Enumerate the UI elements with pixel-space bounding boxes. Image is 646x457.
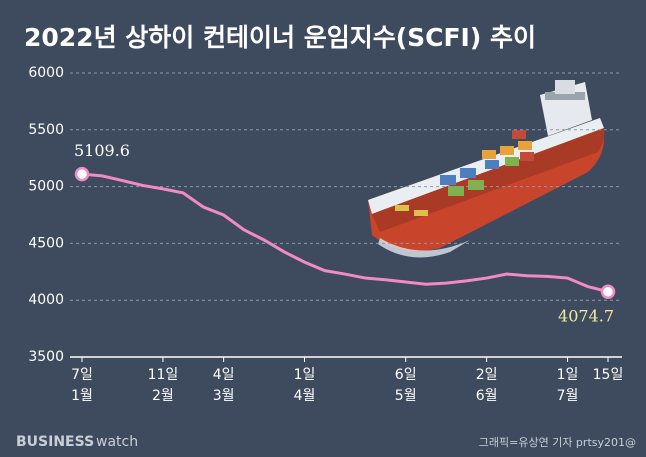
y-tick-label: 5000 <box>28 179 64 195</box>
end-point <box>600 284 616 299</box>
series-line <box>81 172 609 294</box>
x-tick-label: 1일 <box>557 367 579 383</box>
brand-bold: BUSINESS <box>16 434 94 450</box>
x-tick-label: 6일 <box>395 367 417 383</box>
y-tick-label: 6000 <box>28 65 64 81</box>
ship-illustration <box>368 80 605 258</box>
x-tick-label: 4월 <box>294 388 316 404</box>
x-tick-label: 1일 <box>294 367 316 383</box>
value-label: 4074.7 <box>558 307 614 326</box>
end-point <box>74 166 90 182</box>
x-tick-label: 3월 <box>213 388 235 404</box>
x-tick-label: 7일 <box>71 367 93 383</box>
y-tick-label: 5500 <box>28 122 64 138</box>
chart-title: 2022년 상하이 컨테이너 운임지수(SCFI) 추이 <box>24 23 536 52</box>
value-label: 5109.6 <box>74 141 130 160</box>
x-tick-label: 2월 <box>152 388 174 404</box>
x-tick-label: 11일 <box>148 367 179 383</box>
y-tick-label: 4500 <box>28 235 64 251</box>
x-tick-label: 1월 <box>71 388 93 404</box>
y-tick-label: 4000 <box>28 292 64 308</box>
x-tick-label: 5월 <box>395 388 417 404</box>
x-tick-label: 7월 <box>557 388 579 404</box>
credit: 그래픽=유상연 기자 prtsy201@ <box>479 436 636 449</box>
x-tick-label: 2일 <box>476 367 498 383</box>
x-tick-label: 4일 <box>213 367 235 383</box>
x-tick-label: 6월 <box>476 388 498 404</box>
y-tick-label: 3500 <box>28 349 64 365</box>
brand-light: watch <box>96 434 138 450</box>
x-tick-label: 15일 <box>593 367 624 383</box>
